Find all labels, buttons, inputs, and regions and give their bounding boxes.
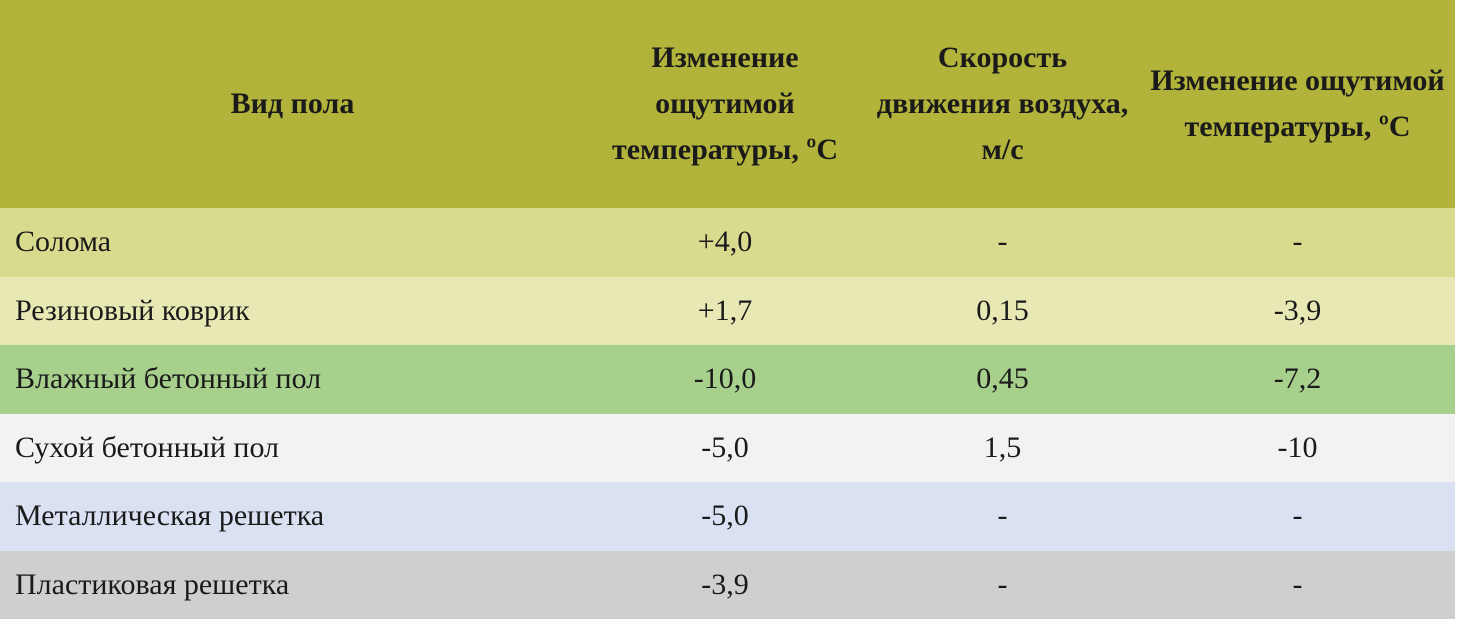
- table-row: Сухой бетонный пол -5,0 1,5 -10: [0, 413, 1455, 482]
- table-cell: -5,0: [701, 499, 749, 533]
- table-cell: -: [1292, 225, 1303, 259]
- table-cell: -: [1292, 499, 1303, 533]
- table-cell: +4,0: [697, 225, 753, 259]
- table-row: Пластиковая решетка -3,9 - -: [0, 550, 1455, 619]
- table-cell: -3,9: [701, 567, 749, 601]
- row-label: Сухой бетонный пол: [15, 430, 280, 464]
- row-label: Пластиковая решетка: [15, 567, 290, 601]
- table-cell: 1,5: [983, 430, 1022, 464]
- row-label: Солома: [15, 225, 112, 259]
- header-row: Вид пола Изменение ощутимой температуры, …: [0, 0, 1455, 208]
- header-cell: Скорость движения воздуха, м/с: [865, 0, 1140, 208]
- table-cell: -3,9: [1273, 293, 1322, 327]
- table-cell: -10: [1277, 430, 1318, 464]
- table-cell: -: [997, 499, 1008, 533]
- table-body: Солома +4,0 - - Резиновый коврик +1,7 0,15 -3,9…: [0, 208, 1455, 619]
- table-cell: -: [997, 225, 1008, 259]
- header-cell: Изменение ощутимой температуры, ºС: [1140, 0, 1455, 208]
- table-cell: 0,45: [976, 362, 1029, 396]
- table-row: Влажный бетонный пол -10,0 0,45 -7,2: [0, 345, 1455, 414]
- row-label: Влажный бетонный пол: [15, 362, 322, 396]
- row-label: Резиновый коврик: [15, 293, 250, 327]
- table-cell: -10,0: [693, 362, 757, 396]
- header-cell: Вид пола: [0, 0, 585, 208]
- table-row: Металлическая решетка -5,0 - -: [0, 482, 1455, 551]
- table-cell: 0,15: [976, 293, 1029, 327]
- table-row: Резиновый коврик +1,7 0,15 -3,9: [0, 276, 1455, 345]
- table-row: Солома +4,0 - -: [0, 208, 1455, 277]
- table-cell: -5,0: [701, 430, 749, 464]
- table-cell: -: [997, 567, 1008, 601]
- table-cell: -: [1292, 567, 1303, 601]
- table-cell: +1,7: [697, 293, 753, 327]
- table-cell: -7,2: [1273, 362, 1322, 396]
- header-cell: Изменение ощутимой температуры, ºС: [585, 0, 865, 208]
- row-label: Металлическая решетка: [15, 499, 325, 533]
